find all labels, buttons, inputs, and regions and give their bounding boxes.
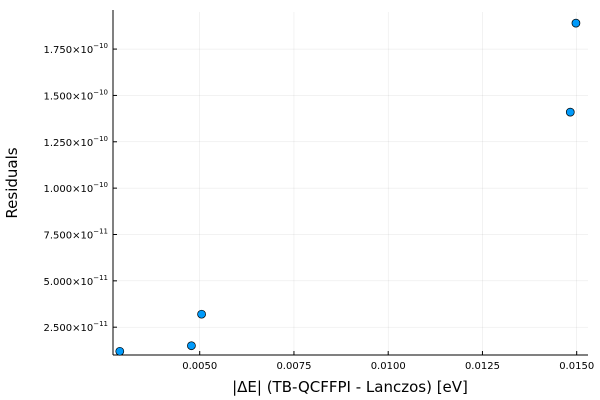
scatter-point	[187, 341, 196, 351]
x-axis-ticks: 0.0050 0.0075 0.0100 0.0125 0.0150	[182, 351, 594, 372]
y-tick-exponent: −10	[93, 42, 108, 50]
y-axis-ticks: 2.500×10−115.000×10−117.500×10−111.000×1…	[43, 42, 117, 334]
y-tick-label: 7.500×10−11	[43, 227, 108, 241]
y-tick-label: 1.500×10−10	[43, 88, 108, 102]
y-tick-exponent: −10	[93, 181, 108, 189]
y-tick-label: 1.250×10−10	[43, 135, 108, 149]
scatter-point	[571, 18, 581, 28]
x-tick-label: 0.0150	[559, 361, 594, 372]
x-tick-label: 0.0125	[465, 361, 500, 372]
scatter-point	[115, 346, 125, 356]
y-tick-mantissa: 1.250×10	[43, 138, 93, 149]
y-tick-label: 2.500×10−11	[43, 320, 108, 334]
x-axis-title: |ΔE| (TB-QCFFPI - Lanczos) [eV]	[232, 378, 468, 396]
y-tick-exponent: −10	[93, 135, 108, 143]
x-tick-label: 0.0075	[276, 361, 311, 372]
y-tick-exponent: −10	[93, 88, 108, 96]
x-tick-label: 0.0050	[182, 361, 217, 372]
grid-layer	[113, 12, 588, 355]
y-tick-label: 1.000×10−10	[43, 181, 108, 195]
scatter-point	[197, 309, 206, 319]
axes-layer	[112, 10, 588, 356]
y-tick-label: 1.750×10−10	[43, 42, 108, 56]
y-tick-mantissa: 5.000×10	[43, 277, 93, 288]
y-axis-title: Residuals	[3, 147, 21, 218]
y-tick-mantissa: 1.750×10	[43, 45, 93, 56]
x-tick-label: 0.0100	[371, 361, 406, 372]
y-tick-mantissa: 1.000×10	[43, 184, 93, 195]
scatter-point	[565, 107, 575, 117]
y-tick-mantissa: 2.500×10	[43, 323, 93, 334]
y-tick-exponent: −11	[93, 274, 108, 282]
y-tick-exponent: −11	[93, 227, 108, 235]
data-points	[115, 18, 581, 356]
y-tick-label: 5.000×10−11	[43, 274, 108, 288]
y-tick-mantissa: 7.500×10	[43, 230, 93, 241]
y-tick-mantissa: 1.500×10	[43, 91, 93, 102]
y-tick-exponent: −11	[93, 320, 108, 328]
